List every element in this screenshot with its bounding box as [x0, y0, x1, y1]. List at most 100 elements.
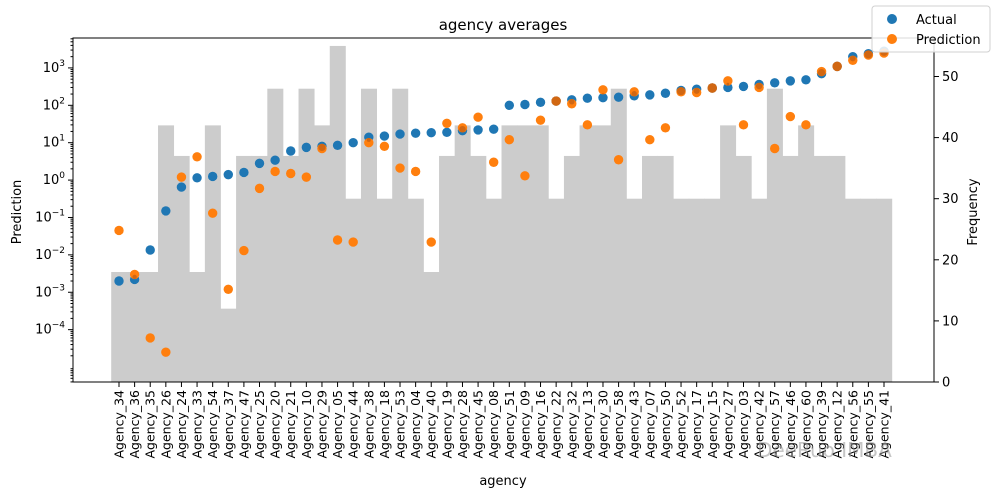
x-tick-label: Agency_57	[767, 390, 782, 459]
frequency-bar-agency-03	[735, 155, 752, 382]
actual-point-agency-26	[161, 206, 171, 216]
prediction-point-agency-21	[286, 168, 296, 179]
x-tick-label: Agency_32	[564, 390, 579, 459]
prediction-point-agency-45	[473, 112, 483, 122]
x-tick-label: Agency_04	[408, 390, 423, 459]
actual-point-agency-60	[801, 75, 811, 85]
x-tick-label: Agency_43	[627, 390, 642, 459]
actual-point-agency-50	[660, 88, 671, 98]
frequency-bar-agency-20	[267, 88, 284, 383]
actual-point-agency-25	[254, 158, 265, 169]
x-tick-label: Agency_50	[658, 390, 673, 459]
prediction-point-agency-07	[645, 135, 655, 145]
prediction-point-agency-03	[738, 120, 749, 130]
frequency-bar-agency-30	[595, 125, 612, 383]
prediction-point-agency-27	[723, 76, 733, 86]
overlap-point-agency-15	[707, 83, 717, 93]
frequency-bar-agency-60	[798, 125, 815, 383]
frequency-bar-agency-57	[766, 88, 783, 383]
frequency-bar-agency-43	[626, 198, 643, 382]
frequency-bar-agency-46	[782, 155, 799, 382]
frequency-bar-agency-33	[189, 272, 206, 382]
frequency-bar-agency-04	[407, 198, 424, 382]
actual-point-agency-27	[723, 82, 733, 93]
overlap-point-agency-38	[366, 137, 371, 142]
prediction-point-agency-26	[161, 347, 171, 357]
frequency-bar-agency-53	[392, 88, 409, 383]
legend-box	[871, 5, 991, 53]
actual-point-agency-16	[535, 97, 546, 108]
actual-point-agency-04	[410, 128, 421, 138]
frequency-bar-agency-54	[204, 125, 221, 383]
x-tick-label: Agency_44	[346, 390, 361, 459]
actual-point-agency-54	[207, 171, 218, 182]
legend-actual-label: Actual	[916, 13, 957, 28]
x-tick-label: Agency_47	[236, 390, 251, 459]
prediction-point-agency-47	[239, 245, 249, 256]
overlap-point-agency-17	[693, 87, 700, 94]
actual-point-agency-21	[286, 146, 296, 156]
overlap-point-agency-30	[602, 92, 604, 95]
x-tick-label: Agency_26	[158, 390, 173, 459]
x-tick-label: Agency_13	[580, 390, 595, 459]
x-tick-label: Agency_30	[595, 390, 610, 459]
left-tick-label: 100	[43, 171, 66, 188]
prediction-point-agency-34	[114, 225, 124, 236]
left-tick-label: 10−4	[35, 321, 65, 338]
x-tick-label: Agency_33	[190, 390, 205, 459]
scatter-points	[114, 46, 889, 357]
prediction-point-agency-53	[395, 163, 405, 173]
x-tick-label: Agency_05	[330, 390, 345, 459]
actual-point-agency-47	[239, 167, 249, 178]
frequency-bar-agency-12	[829, 155, 846, 382]
actual-point-agency-10	[301, 142, 312, 153]
frequency-bar-agency-13	[579, 125, 596, 383]
right-tick-label: 50	[942, 70, 959, 85]
x-tick-label: Agency_24	[174, 390, 189, 459]
x-tick-label: Agency_17	[689, 390, 704, 459]
x-tick-label: Agency_53	[393, 390, 408, 459]
overlap-point-agency-55	[864, 50, 873, 59]
frequency-bar-agency-37	[220, 308, 237, 382]
overlap-point-agency-43	[631, 91, 637, 97]
prediction-point-agency-13	[582, 120, 593, 130]
actual-point-agency-07	[645, 90, 655, 100]
left-tick-label: 103	[43, 59, 65, 76]
frequency-bar-agency-58	[610, 88, 627, 383]
right-tick-label: 30	[942, 192, 959, 207]
actual-point-agency-45	[473, 125, 483, 135]
frequency-bar-agency-17	[688, 198, 705, 382]
frequency-bar-agency-36	[126, 272, 143, 382]
prediction-point-agency-19	[442, 118, 452, 129]
x-tick-label: Agency_16	[533, 390, 548, 459]
prediction-point-agency-20	[270, 166, 280, 177]
x-axis: Agency_34 Agency_36 Agency_35 Agency_26 Agen…	[112, 382, 892, 459]
overlap-point-agency-27	[726, 82, 730, 86]
actual-point-agency-33	[192, 173, 202, 183]
right-tick-label: 10	[942, 314, 959, 329]
x-tick-label: Agency_35	[143, 390, 158, 459]
frequency-bar-agency-16	[532, 125, 549, 383]
right-tick-label: 20	[942, 253, 959, 268]
x-tick-label: Agency_07	[642, 390, 657, 459]
prediction-point-agency-30	[598, 85, 608, 95]
x-tick-label: Agency_42	[752, 390, 767, 459]
left-y-axis: 10−4 10−3 10−2 10−1 100 101 102 103	[35, 38, 73, 383]
actual-point-agency-53	[395, 129, 405, 139]
x-tick-label: Agency_15	[705, 390, 720, 459]
frequency-bar-agency-41	[876, 198, 893, 382]
prediction-point-agency-33	[192, 152, 202, 162]
frequency-bar-agency-08	[485, 198, 502, 382]
legend-prediction-label: Prediction	[916, 33, 981, 48]
x-tick-label: Agency_52	[674, 390, 689, 459]
x-tick-label: Agency_41	[877, 390, 892, 459]
overlap-point-agency-22	[551, 96, 561, 106]
prediction-point-agency-24	[176, 172, 187, 182]
prediction-point-agency-36	[129, 269, 140, 280]
actual-point-agency-58	[613, 92, 624, 102]
frequency-bar-agency-07	[642, 155, 659, 382]
frequency-bar-agency-25	[251, 155, 268, 382]
frequency-bar-agency-45	[470, 155, 487, 382]
x-tick-label: Agency_10	[299, 390, 314, 459]
prediction-point-agency-54	[207, 208, 218, 218]
